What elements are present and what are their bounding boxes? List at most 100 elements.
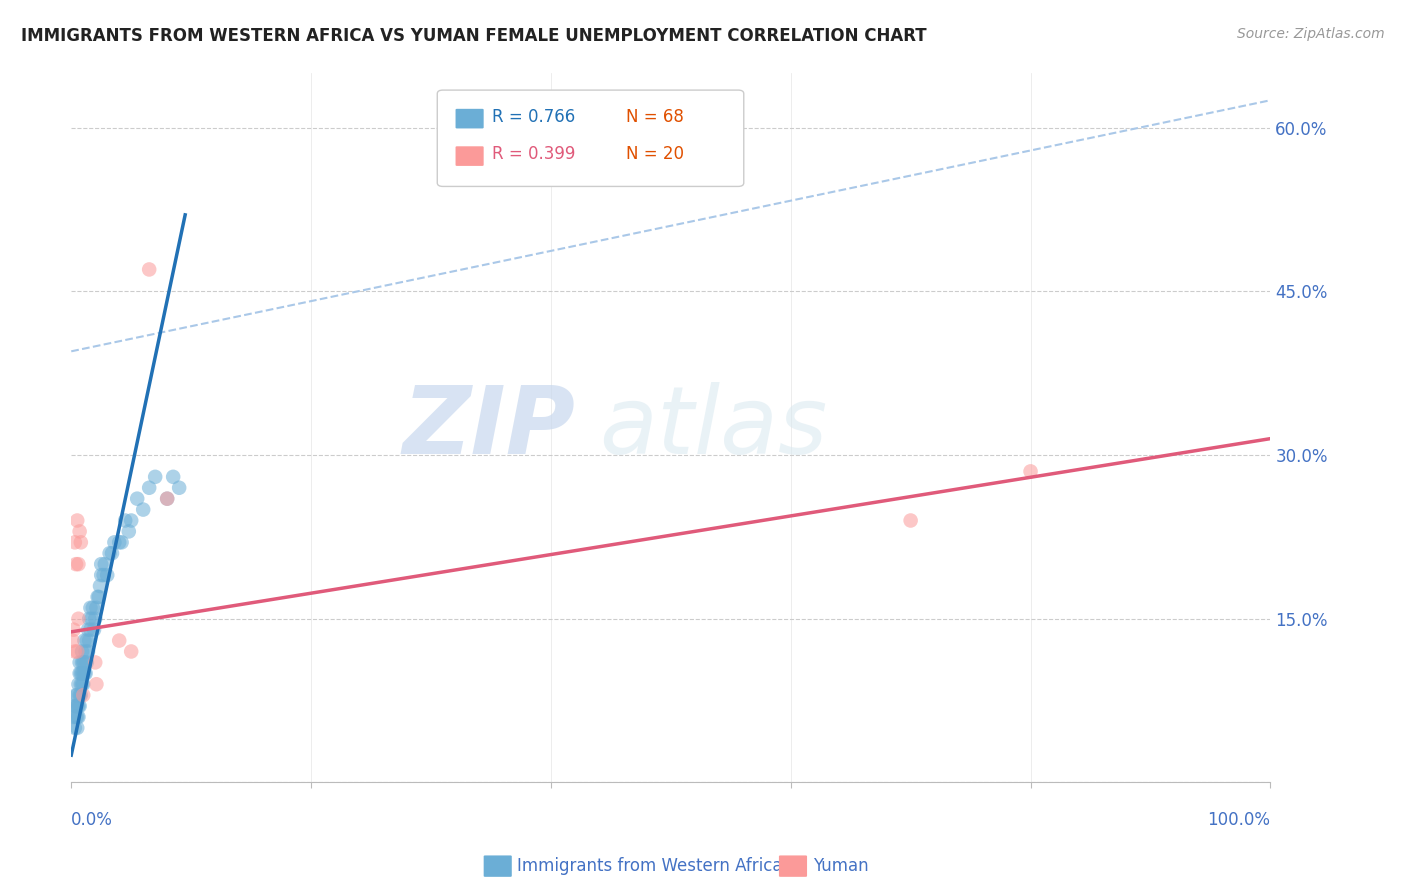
Point bbox=[83, 623, 105, 637]
Point bbox=[143, 470, 166, 484]
Point bbox=[67, 710, 90, 724]
Point bbox=[75, 666, 97, 681]
Point bbox=[90, 568, 112, 582]
Point bbox=[72, 688, 94, 702]
Point bbox=[69, 656, 91, 670]
Point bbox=[118, 524, 141, 539]
Point bbox=[98, 546, 121, 560]
Point bbox=[156, 491, 179, 506]
Point bbox=[65, 710, 87, 724]
Point bbox=[63, 721, 86, 735]
Point bbox=[138, 481, 160, 495]
Text: N = 68: N = 68 bbox=[626, 108, 683, 126]
Point bbox=[77, 623, 100, 637]
Point bbox=[94, 557, 117, 571]
Point bbox=[77, 612, 100, 626]
Point bbox=[66, 644, 89, 658]
Text: N = 20: N = 20 bbox=[626, 145, 683, 163]
Point bbox=[96, 568, 118, 582]
Point bbox=[72, 656, 94, 670]
Point bbox=[76, 656, 98, 670]
Point bbox=[108, 535, 131, 549]
Point bbox=[80, 612, 103, 626]
Point bbox=[101, 546, 124, 560]
Point bbox=[70, 666, 93, 681]
Point bbox=[62, 623, 84, 637]
Point bbox=[63, 644, 86, 658]
Point bbox=[67, 612, 90, 626]
Point bbox=[79, 600, 101, 615]
Point bbox=[120, 644, 142, 658]
Point bbox=[156, 491, 179, 506]
Point bbox=[77, 633, 100, 648]
Point bbox=[76, 633, 98, 648]
Point bbox=[70, 644, 93, 658]
Point bbox=[69, 699, 91, 714]
Point bbox=[84, 656, 107, 670]
Point bbox=[73, 633, 96, 648]
Point bbox=[900, 514, 922, 528]
Point bbox=[162, 470, 184, 484]
Point bbox=[63, 535, 86, 549]
Point bbox=[73, 666, 96, 681]
Text: atlas: atlas bbox=[599, 383, 827, 474]
Point bbox=[120, 514, 142, 528]
Point bbox=[87, 590, 110, 604]
Point bbox=[66, 721, 89, 735]
Point bbox=[84, 612, 107, 626]
Text: Immigrants from Western Africa: Immigrants from Western Africa bbox=[517, 857, 783, 875]
Point bbox=[108, 633, 131, 648]
Point bbox=[1019, 464, 1042, 478]
Text: Source: ZipAtlas.com: Source: ZipAtlas.com bbox=[1237, 27, 1385, 41]
Point bbox=[167, 481, 190, 495]
Point bbox=[89, 579, 111, 593]
Text: Yuman: Yuman bbox=[813, 857, 869, 875]
Point bbox=[86, 600, 108, 615]
Point bbox=[77, 644, 100, 658]
Point bbox=[79, 623, 101, 637]
Point bbox=[73, 656, 96, 670]
Point bbox=[62, 633, 84, 648]
Point bbox=[93, 568, 115, 582]
Text: ZIP: ZIP bbox=[402, 382, 575, 474]
Point bbox=[67, 699, 90, 714]
Point bbox=[138, 262, 160, 277]
Point bbox=[67, 557, 90, 571]
Point bbox=[69, 524, 91, 539]
Point bbox=[65, 688, 87, 702]
Point bbox=[69, 535, 91, 549]
Point bbox=[70, 677, 93, 691]
Point bbox=[66, 699, 89, 714]
Point bbox=[69, 677, 91, 691]
Text: IMMIGRANTS FROM WESTERN AFRICA VS YUMAN FEMALE UNEMPLOYMENT CORRELATION CHART: IMMIGRANTS FROM WESTERN AFRICA VS YUMAN … bbox=[21, 27, 927, 45]
Point bbox=[70, 656, 93, 670]
Point bbox=[66, 514, 89, 528]
Text: 0.0%: 0.0% bbox=[72, 811, 112, 829]
Point bbox=[114, 514, 136, 528]
Point bbox=[110, 535, 132, 549]
Point bbox=[67, 677, 90, 691]
Point bbox=[127, 491, 149, 506]
Point bbox=[62, 710, 84, 724]
Point bbox=[69, 688, 91, 702]
Point bbox=[63, 699, 86, 714]
Text: 100.0%: 100.0% bbox=[1208, 811, 1271, 829]
Text: R = 0.766: R = 0.766 bbox=[492, 108, 575, 126]
Point bbox=[69, 666, 91, 681]
Point bbox=[66, 688, 89, 702]
Point bbox=[75, 644, 97, 658]
Point bbox=[103, 535, 125, 549]
Point bbox=[82, 600, 104, 615]
Point bbox=[65, 699, 87, 714]
Point bbox=[72, 677, 94, 691]
Point bbox=[65, 557, 87, 571]
Point bbox=[69, 688, 91, 702]
Point bbox=[69, 666, 91, 681]
Point bbox=[66, 710, 89, 724]
Point bbox=[86, 677, 108, 691]
Point bbox=[90, 557, 112, 571]
Point bbox=[86, 590, 108, 604]
Text: R = 0.399: R = 0.399 bbox=[492, 145, 575, 163]
Point bbox=[132, 502, 155, 516]
Point bbox=[72, 666, 94, 681]
